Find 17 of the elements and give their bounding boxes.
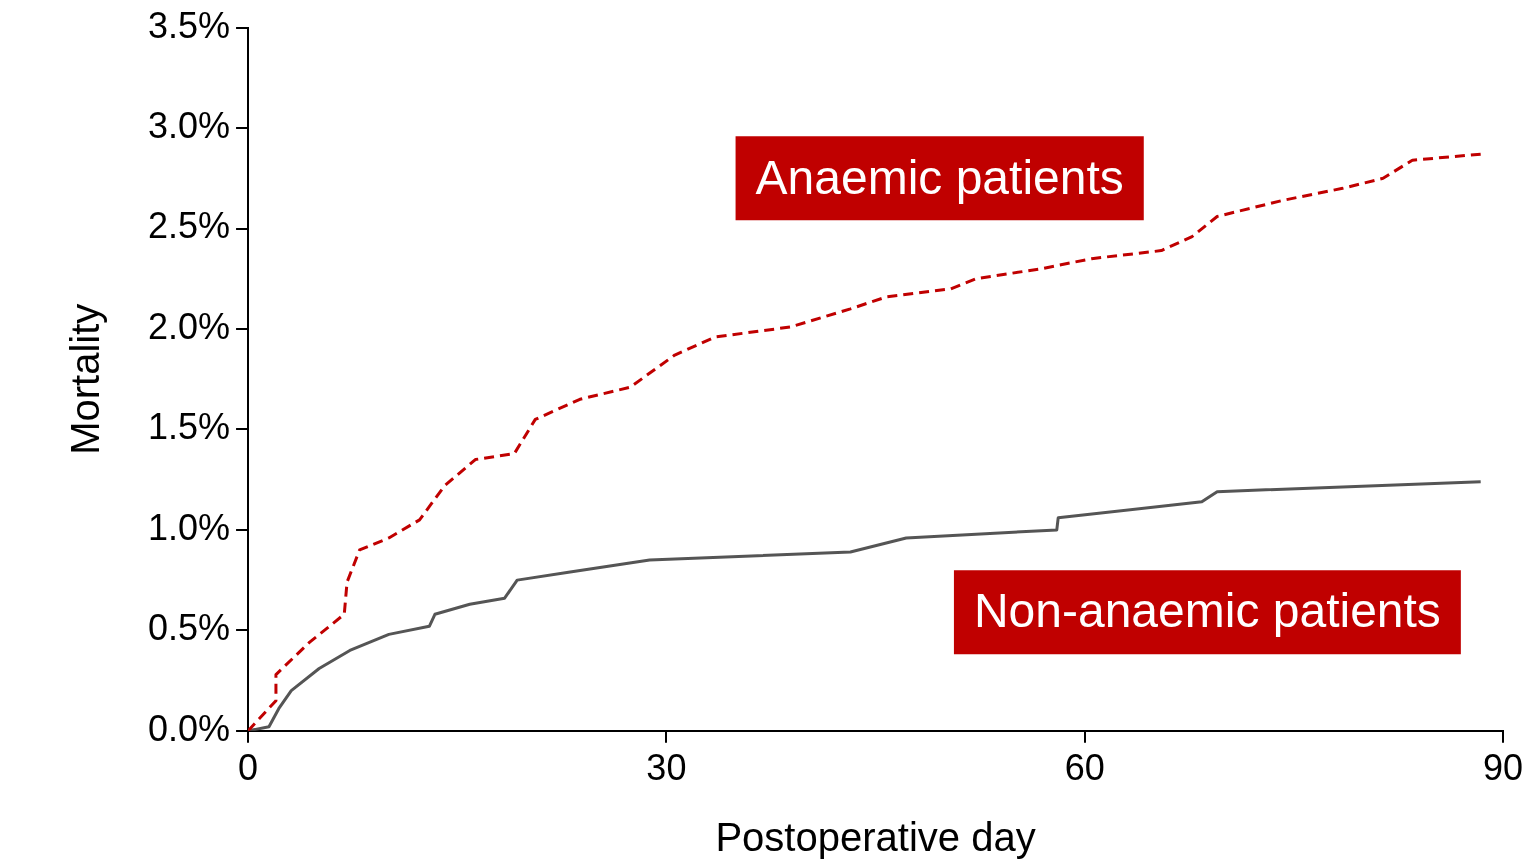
x-tick-label: 60 bbox=[1064, 747, 1105, 789]
y-axis-title: Mortality bbox=[63, 303, 108, 455]
series-label: Anaemic patients bbox=[755, 150, 1124, 204]
line-series bbox=[248, 152, 1483, 731]
y-tick-label: 0.5% bbox=[147, 607, 231, 649]
y-tick-label: 1.0% bbox=[147, 506, 231, 548]
series-label: Non-anaemic patients bbox=[973, 584, 1441, 638]
y-tick-label: 0.0% bbox=[147, 707, 231, 749]
x-axis-title: Postoperative day bbox=[715, 815, 1036, 860]
x-tick-label: 30 bbox=[646, 747, 687, 789]
y-tick-label: 3.0% bbox=[147, 104, 231, 146]
y-tick-label: 2.0% bbox=[147, 305, 231, 347]
x-tick-label: 0 bbox=[238, 747, 259, 789]
x-tick-label: 90 bbox=[1482, 747, 1524, 789]
y-tick-label: 1.5% bbox=[147, 406, 231, 448]
y-tick-label: 3.5% bbox=[147, 4, 231, 46]
y-tick-label: 2.5% bbox=[147, 205, 231, 247]
